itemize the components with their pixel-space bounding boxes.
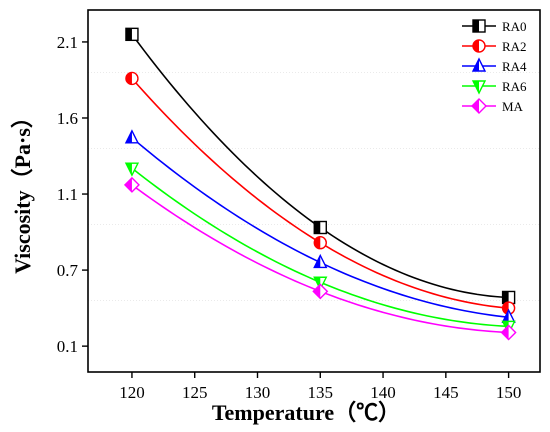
legend-entry-RA4: RA4 <box>462 57 527 74</box>
legend-marker-RA4 <box>471 57 487 72</box>
x-tick-label-150: 150 <box>496 383 522 402</box>
series-MA <box>123 176 517 341</box>
point-RA2-120 <box>125 71 139 86</box>
legend-entry-RA0: RA0 <box>462 19 527 34</box>
point-RA4-135 <box>313 253 328 269</box>
legend-label-RA2: RA2 <box>502 39 527 54</box>
x-tick-label-130: 130 <box>245 383 271 402</box>
axes: 120 125 130 135 140 145 150 0.1 0.7 1.1 1.6 2.1 <box>57 9 541 402</box>
legend-marker-RA0 <box>472 19 486 33</box>
point-RA4-120 <box>124 129 140 144</box>
point-MA-150 <box>500 324 517 341</box>
y-axis-title: Viscosity（Pa·s） <box>10 106 35 274</box>
x-tick-label-135: 135 <box>308 383 334 402</box>
x-tick-label-120: 120 <box>119 383 145 402</box>
legend-label-RA4: RA4 <box>502 59 527 74</box>
legend-entry-MA: MA <box>462 98 524 114</box>
y-tick-label-1.6: 1.6 <box>57 109 78 128</box>
point-MA-135 <box>312 283 329 300</box>
point-RA6-120 <box>124 162 140 177</box>
x-axis-title: Temperature（℃） <box>212 400 400 425</box>
y-tick-label-1.1: 1.1 <box>57 185 78 204</box>
legend-label-RA6: RA6 <box>502 79 527 94</box>
legend-marker-RA6 <box>471 80 487 95</box>
y-tick-label-2.1: 2.1 <box>57 33 78 52</box>
x-tick-label-140: 140 <box>370 383 396 402</box>
plot-frame <box>87 9 541 373</box>
y-tick-label-0.1: 0.1 <box>57 337 78 356</box>
point-RA0-135 <box>313 220 327 235</box>
legend-marker-RA2 <box>472 39 486 53</box>
series-line-RA2 <box>131 77 509 309</box>
legend: RA0 RA2 RA4 RA6 MA <box>462 19 527 114</box>
point-RA2-135 <box>313 236 327 250</box>
series-RA0 <box>125 27 516 305</box>
x-tick-label-145: 145 <box>433 383 459 402</box>
point-RA0-120 <box>125 27 139 42</box>
x-tick-label-125: 125 <box>182 383 208 402</box>
legend-entry-RA6: RA6 <box>462 79 527 95</box>
point-RA2-150 <box>501 301 516 315</box>
y-tick-label-0.7: 0.7 <box>57 261 79 280</box>
legend-marker-MA <box>471 98 487 114</box>
legend-label-MA: MA <box>502 99 524 114</box>
legend-entry-RA2: RA2 <box>462 39 527 54</box>
series-layer <box>123 27 517 341</box>
point-MA-120 <box>123 176 140 193</box>
series-RA2 <box>125 71 516 315</box>
legend-label-RA0: RA0 <box>502 19 527 34</box>
